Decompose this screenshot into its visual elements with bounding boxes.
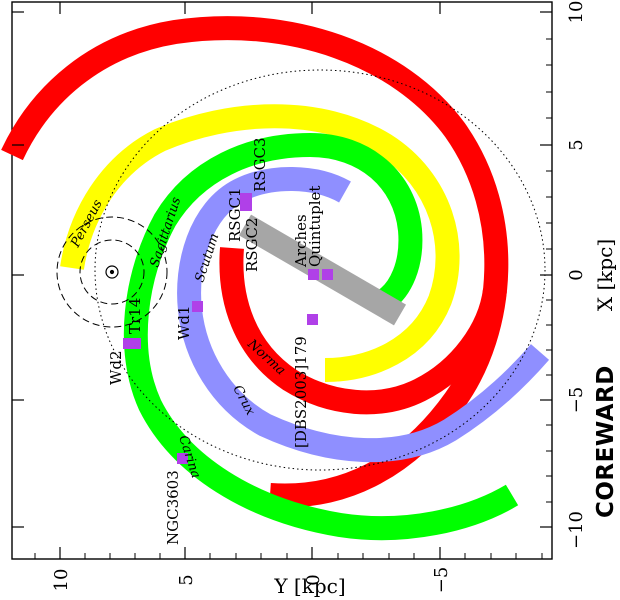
arm-scutum-crux bbox=[177, 167, 550, 463]
arm-carina bbox=[123, 132, 519, 541]
cluster-marker-dbs2003-179 bbox=[307, 314, 318, 325]
cluster-markers bbox=[123, 193, 333, 464]
x-tick-0: 0 bbox=[566, 269, 587, 280]
cluster-marker-quintuplet bbox=[322, 269, 333, 280]
label-wd1: Wd1 bbox=[175, 305, 193, 340]
cluster-marker-wd1 bbox=[192, 301, 203, 312]
y-axis-title: Y [kpc] bbox=[273, 574, 345, 598]
plot-frame bbox=[11, 1, 553, 560]
x-tick-minus5: −5 bbox=[566, 387, 587, 414]
cluster-marker-wd2 bbox=[123, 338, 134, 349]
label-rsgc2: RSGC2 bbox=[243, 217, 261, 272]
y-tick-5: 5 bbox=[176, 574, 197, 585]
y-tick-minus5: −5 bbox=[431, 567, 452, 594]
axis-minor-ticks bbox=[34, 38, 552, 559]
x-tick-5: 5 bbox=[566, 139, 587, 150]
cluster-marker-ngc3603 bbox=[177, 453, 188, 464]
label-tr14: Tr14 bbox=[126, 298, 144, 334]
sun-marker bbox=[56, 216, 168, 328]
dotted-outer-orbit bbox=[94, 69, 546, 471]
label-rsgc3: RSGC3 bbox=[251, 137, 269, 192]
axis-ticks bbox=[12, 2, 552, 559]
cluster-labels: RSGC1 RSGC2 RSGC3 Arches Quintuplet [DBS… bbox=[107, 137, 324, 545]
sun-icon bbox=[105, 265, 119, 279]
x-axis-title: X [kpc] bbox=[593, 239, 617, 311]
label-arches: Arches bbox=[292, 214, 310, 268]
label-rsgc1: RSGC1 bbox=[226, 187, 244, 242]
coreward-label: COREWARD bbox=[593, 365, 619, 518]
dashed-circle-outer bbox=[56, 216, 168, 328]
arm-sagittarius bbox=[60, 104, 460, 382]
label-quintuplet: Quintuplet bbox=[306, 186, 324, 267]
cluster-marker-tr14 bbox=[130, 338, 141, 349]
x-axis-tick-labels: 10 5 0 −5 −10 bbox=[566, 1, 587, 549]
x-tick-10: 10 bbox=[566, 1, 587, 24]
y-tick-10: 10 bbox=[51, 569, 72, 592]
label-wd2: Wd2 bbox=[107, 350, 125, 385]
cluster-marker-arches bbox=[308, 269, 319, 280]
arm-norma bbox=[219, 247, 507, 415]
sun-center-dot bbox=[109, 269, 115, 275]
y-axis-tick-labels: 10 5 0 −5 bbox=[51, 567, 452, 594]
y-tick-0: 0 bbox=[303, 574, 324, 585]
x-tick-minus10: −10 bbox=[566, 511, 587, 549]
label-ngc3603: NGC3603 bbox=[164, 470, 182, 545]
dashed-circle-inner bbox=[79, 239, 145, 305]
label-dbs2003-179: [DBS2003]179 bbox=[292, 336, 310, 448]
spiral-arms bbox=[1, 16, 550, 541]
cluster-marker-rsgc bbox=[240, 193, 252, 211]
